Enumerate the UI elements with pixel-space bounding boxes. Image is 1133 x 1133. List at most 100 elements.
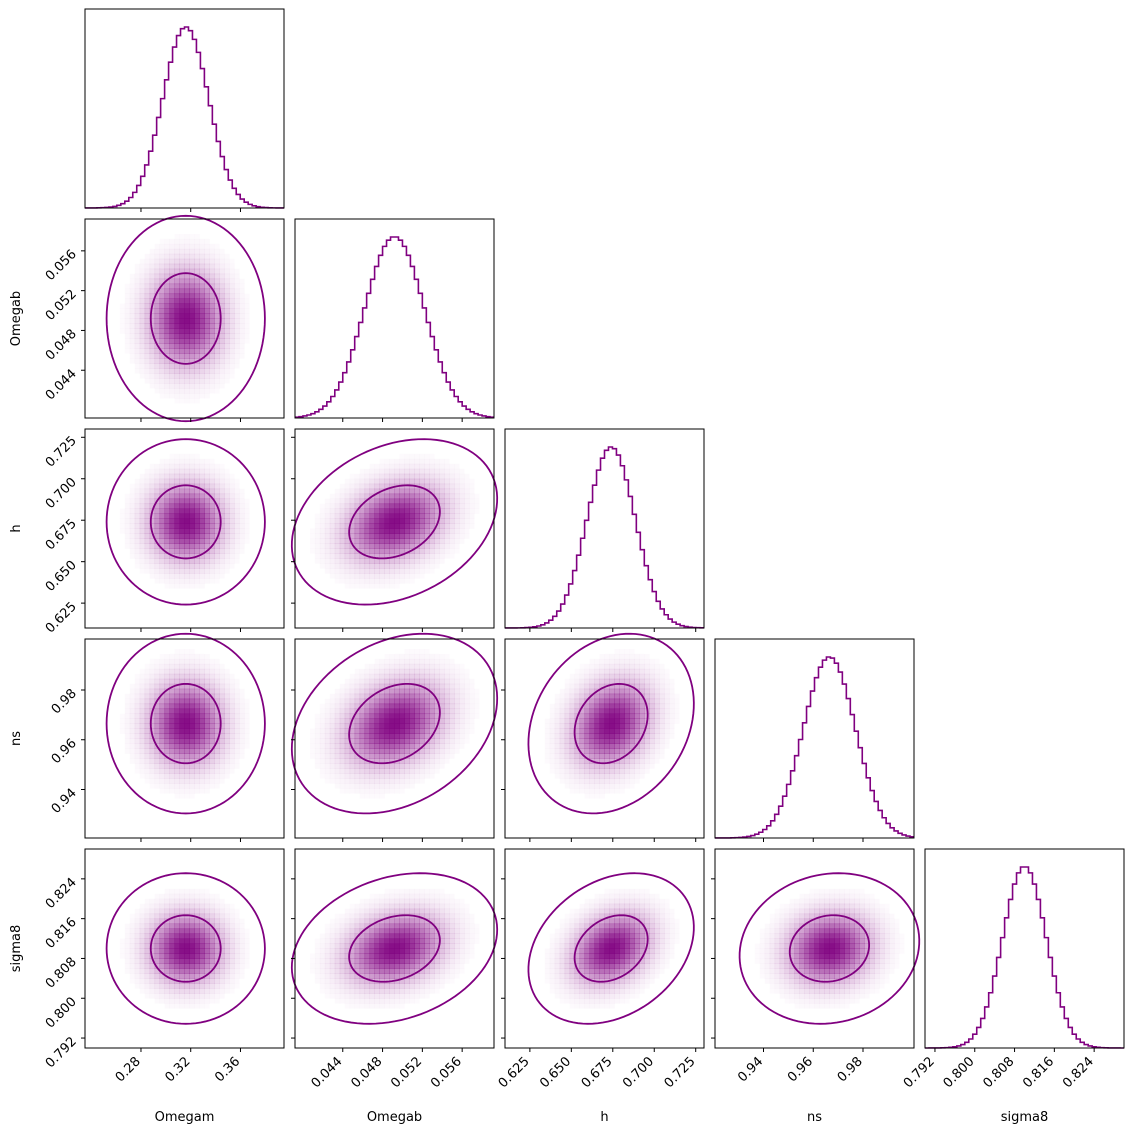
x-tick-label-Omegam: 0.28 [113,1054,144,1085]
panel-frame [714,638,915,839]
x-tick-label-sigma8: 0.816 [1020,1054,1057,1091]
panel-frame [924,848,1125,1049]
y-tick-label-Omegab: 0.044 [43,366,80,403]
contour-1sigma-Omegam-Omegab [149,272,222,365]
histogram-h [505,446,704,629]
y-tick-label-h: 0.700 [43,475,80,512]
panel-Omegab-h [290,428,499,632]
x-tick-label-ns: 0.98 [835,1054,866,1085]
contour-1sigma-Omegab-sigma8 [348,914,441,983]
contour-1sigma-ns-sigma8 [788,914,871,983]
density-Omegam-ns [129,658,245,789]
contour-2sigma-h-sigma8 [527,872,695,1025]
y-tick-label-Omegab: 0.056 [43,247,80,284]
panel-h-sigma8: 0.625 0.650 0.675 0.700 0.725 [496,848,705,1091]
panel-frame [84,848,285,1049]
contour-2sigma-h-ns [527,632,695,815]
x-tick-label-Omegab: 0.056 [428,1054,465,1091]
density-Omegab-ns [319,658,470,789]
panel-Omegam-h: 0.625 0.650 0.675 0.700 0.725 [43,428,285,636]
histogram-ns [715,656,914,839]
panel-frame [84,218,285,419]
contour-1sigma-h-ns [573,682,649,765]
panel-frame [294,848,495,1049]
y-tick-label-h: 0.650 [43,558,80,595]
x-axis-label-Omegab: Omegab [367,1110,422,1125]
panel-Omegam-Omegam [84,8,285,212]
x-axis-label-ns: ns [807,1110,822,1125]
panel-Omegab-Omegab [294,218,495,422]
x-tick-label-h: 0.700 [620,1054,657,1091]
contour-1sigma-Omegam-sigma8 [149,914,222,983]
contour-1sigma-h-sigma8 [573,914,649,983]
x-tick-label-Omegam: 0.32 [162,1054,193,1085]
contour-2sigma-Omegam-Omegab [105,214,266,423]
panel-Omegab-sigma8: 0.044 0.048 0.052 0.056 [290,848,499,1091]
contour-1sigma-Omegam-h [149,484,222,560]
density-Omegam-Omegab [129,243,245,394]
contour-2sigma-Omegam-ns [105,632,266,815]
panel-frame [294,218,495,419]
panel-ns-ns [714,638,915,842]
y-axis-label-Omegab: Omegab [9,291,24,346]
y-tick-label-h: 0.625 [43,599,80,636]
x-tick-label-sigma8: 0.792 [901,1054,938,1091]
y-tick-label-sigma8: 0.792 [43,1034,80,1071]
panel-h-h [504,428,705,632]
density-ns-sigma8 [764,893,895,1004]
x-tick-label-h: 0.675 [579,1054,616,1091]
y-tick-label-Omegab: 0.048 [43,327,80,364]
x-tick-label-Omegab: 0.052 [388,1054,425,1091]
density-h-sigma8 [549,893,675,1004]
x-tick-label-h: 0.650 [537,1054,574,1091]
histogram-Omegam [85,26,284,209]
y-tick-label-ns: 0.98 [49,686,80,717]
panel-frame [504,428,705,629]
x-tick-label-ns: 0.94 [735,1054,766,1085]
density-h-ns [549,658,675,789]
density-Omegam-h [129,458,245,584]
panel-h-ns [501,632,705,842]
density-Omegam-sigma8 [129,893,245,1004]
panel-frame [504,638,705,839]
panel-frame [84,638,285,839]
panel-Omegab-ns [290,632,499,842]
contour-2sigma-Omegam-sigma8 [105,872,266,1025]
y-tick-label-ns: 0.94 [49,786,80,817]
panel-frame [84,8,285,209]
y-axis-label-h: h [9,524,24,532]
x-tick-label-Omegam: 0.36 [212,1054,243,1085]
panel-frame [714,848,915,1049]
panel-Omegam-ns: 0.94 0.96 0.98 [49,632,285,842]
y-tick-label-sigma8: 0.808 [43,955,80,992]
y-tick-label-h: 0.725 [43,434,80,471]
y-tick-label-ns: 0.96 [49,736,80,767]
contour-2sigma-Omegab-sigma8 [290,872,499,1025]
x-tick-label-sigma8: 0.824 [1060,1054,1097,1091]
x-tick-label-Omegab: 0.044 [309,1054,346,1091]
contour-2sigma-Omegab-ns [290,632,499,815]
panel-frame [294,428,495,629]
y-tick-label-Omegab: 0.052 [43,287,80,324]
x-tick-label-h: 0.725 [662,1054,699,1091]
y-tick-label-h: 0.675 [43,516,80,553]
histogram-Omegab [295,236,494,418]
histogram-sigma8 [925,866,1124,1049]
contour-2sigma-ns-sigma8 [738,872,921,1025]
panel-frame [84,428,285,629]
density-Omegab-h [319,458,470,584]
y-axis-label-sigma8: sigma8 [9,925,24,973]
contour-1sigma-Omegam-ns [149,682,222,765]
contour-1sigma-Omegab-h [348,484,441,560]
x-tick-label-sigma8: 0.808 [980,1054,1017,1091]
x-tick-label-sigma8: 0.800 [941,1054,978,1091]
y-tick-label-sigma8: 0.800 [43,994,80,1031]
panel-ns-sigma8: 0.94 0.96 0.98 [711,848,921,1085]
contour-2sigma-Omegam-h [105,438,266,606]
x-axis-label-Omegam: Omegam [155,1110,215,1125]
x-tick-label-ns: 0.96 [785,1054,816,1085]
x-tick-label-h: 0.625 [496,1054,533,1091]
panel-frame [294,638,495,839]
